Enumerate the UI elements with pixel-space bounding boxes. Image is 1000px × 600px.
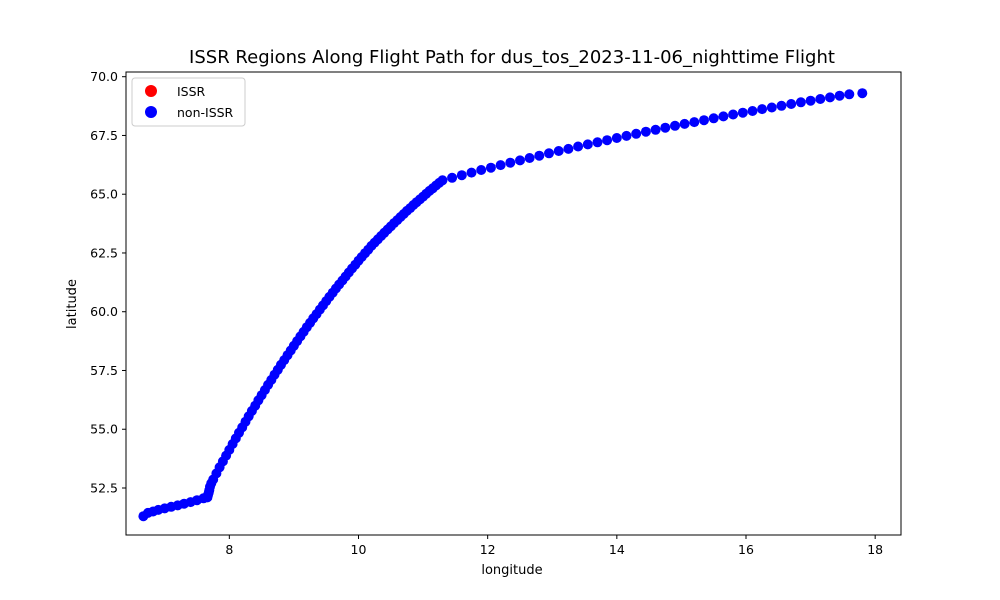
data-point-non-issr xyxy=(786,99,797,109)
y-tick-label: 60.0 xyxy=(90,304,118,319)
data-point-non-issr xyxy=(582,139,593,150)
data-point-non-issr xyxy=(795,97,806,108)
x-tick-label: 16 xyxy=(738,542,754,557)
data-point-non-issr xyxy=(679,118,690,129)
data-point-non-issr xyxy=(718,111,729,122)
points-layer xyxy=(138,88,868,522)
x-tick-label: 12 xyxy=(480,542,496,557)
data-point-non-issr xyxy=(611,133,622,143)
legend-label-issr: ISSR xyxy=(177,84,206,99)
y-tick-label: 52.5 xyxy=(90,480,118,495)
legend: ISSR non-ISSR xyxy=(131,77,246,127)
data-point-non-issr xyxy=(640,126,651,137)
data-point-non-issr xyxy=(476,165,487,175)
data-point-non-issr xyxy=(466,167,477,178)
data-point-non-issr xyxy=(834,90,845,101)
y-tick-label: 57.5 xyxy=(90,363,118,378)
x-axis-label: longitude xyxy=(481,563,542,578)
x-tick-label: 8 xyxy=(225,542,233,557)
data-point-non-issr xyxy=(757,104,768,115)
data-point-non-issr xyxy=(660,122,671,133)
axes-frame xyxy=(125,71,902,536)
data-point-non-issr xyxy=(825,92,835,103)
data-point-non-issr xyxy=(815,94,826,104)
legend-marker-issr xyxy=(145,85,157,97)
x-tick-label: 14 xyxy=(609,542,625,557)
data-point-non-issr xyxy=(495,160,506,171)
y-axis-label: latitude xyxy=(65,279,80,329)
data-point-non-issr xyxy=(485,162,496,173)
y-tick-label: 70.0 xyxy=(90,69,118,84)
data-point-non-issr xyxy=(515,155,525,166)
data-point-non-issr xyxy=(592,137,603,148)
data-point-non-issr xyxy=(776,100,787,111)
data-point-non-issr xyxy=(573,141,584,152)
data-point-non-issr xyxy=(689,117,700,128)
data-point-non-issr xyxy=(524,153,535,163)
data-point-non-issr xyxy=(602,135,613,146)
legend-label-non-issr: non-ISSR xyxy=(177,105,234,120)
data-point-non-issr xyxy=(447,172,458,183)
data-point-non-issr xyxy=(699,115,709,126)
data-point-non-issr xyxy=(631,128,642,139)
data-point-non-issr xyxy=(747,106,758,116)
y-tick-label: 62.5 xyxy=(90,245,118,260)
data-point-non-issr xyxy=(670,120,680,131)
data-point-non-issr xyxy=(621,130,632,141)
legend-marker-non-issr xyxy=(145,106,157,118)
data-point-non-issr xyxy=(728,109,739,120)
data-point-non-issr xyxy=(844,89,855,100)
y-tick-label: 55.0 xyxy=(90,422,118,437)
chart-title: ISSR Regions Along Flight Path for dus_t… xyxy=(189,47,835,68)
data-point-non-issr xyxy=(437,175,448,186)
data-point-non-issr xyxy=(857,88,868,99)
y-tick-label: 65.0 xyxy=(90,187,118,202)
data-point-non-issr xyxy=(544,148,554,159)
data-point-non-issr xyxy=(505,157,516,168)
ticks-layer: 8 10 12 14 16 18 52.5 55.0 57.5 60.0 62.5 65.0 67.5 7… xyxy=(90,69,883,557)
data-point-non-issr xyxy=(737,107,748,118)
data-point-non-issr xyxy=(708,113,719,124)
x-tick-label: 10 xyxy=(351,542,367,557)
data-point-non-issr xyxy=(650,124,661,135)
x-tick-label: 18 xyxy=(867,542,883,557)
data-point-non-issr xyxy=(534,150,545,161)
data-point-non-issr xyxy=(553,146,564,156)
data-point-non-issr xyxy=(563,143,574,154)
y-tick-label: 67.5 xyxy=(90,128,118,143)
legend-box xyxy=(131,77,246,127)
data-point-non-issr xyxy=(805,95,816,106)
data-point-non-issr xyxy=(456,170,467,181)
data-point-non-issr xyxy=(766,102,777,113)
